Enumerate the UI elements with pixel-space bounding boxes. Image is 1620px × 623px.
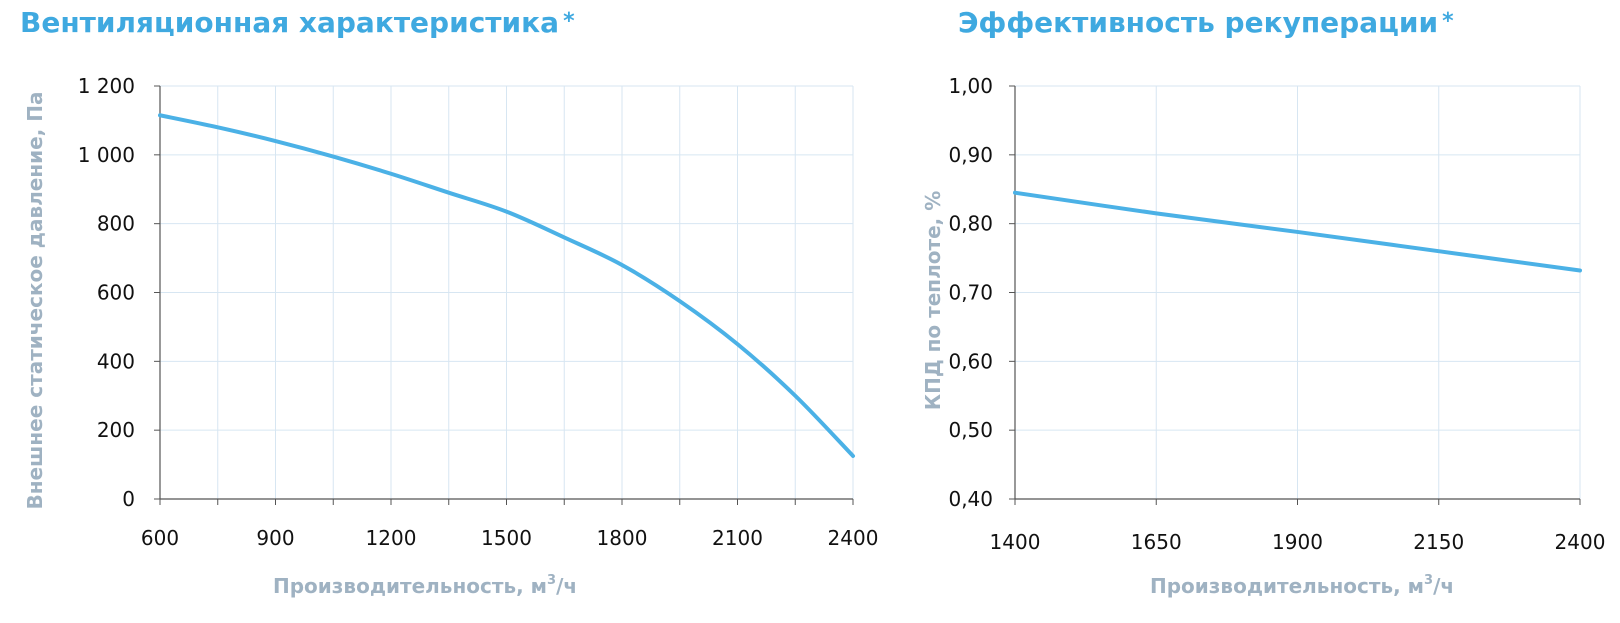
chart-1-x-axis-label-text: Производительность, м <box>273 574 547 598</box>
chart-title-ventilation: Вентиляционная характеристика * <box>20 6 575 39</box>
chart-1-y-tick-label: 1 000 <box>78 143 135 167</box>
chart-1-x-tick-label: 1200 <box>366 526 417 550</box>
title-asterisk: * <box>1442 9 1454 34</box>
chart-1-x-axis-label: Производительность, м3/ч <box>273 573 577 598</box>
chart-2-y-tick-label: 0,90 <box>948 143 993 167</box>
chart-1-y-tick-label: 800 <box>97 212 135 236</box>
chart-1-y-tick-label: 1 200 <box>78 74 135 98</box>
chart-2-x-axis-label-tail: /ч <box>1433 574 1454 598</box>
chart-1-x-tick-label: 1500 <box>481 526 532 550</box>
chart-1-y-tick-label: 200 <box>97 418 135 442</box>
chart-1-y-tick-label: 400 <box>97 349 135 373</box>
chart-2-y-axis-label: КПД по теплоте, % <box>921 191 945 411</box>
chart-2-x-tick-label: 1650 <box>1131 530 1182 554</box>
chart-1-y-axis-label: Внешнее статическое давление, Па <box>23 91 47 509</box>
chart-1-y-tick-label: 600 <box>97 281 135 305</box>
chart-2-y-tick-label: 0,70 <box>948 281 993 305</box>
chart-1-series-line <box>158 113 855 458</box>
chart-1-x-axis-label-sup: 3 <box>547 573 556 588</box>
chart-title-recuperation: Эффективность рекуперации * <box>958 6 1454 39</box>
chart-2-y-tick-label: 0,50 <box>948 418 993 442</box>
chart-2-x-axis-label: Производительность, м3/ч <box>1150 573 1454 598</box>
chart-2-x-tick-label: 1400 <box>990 530 1041 554</box>
title-asterisk: * <box>563 9 575 34</box>
chart-2-x-axis-label-text: Производительность, м <box>1150 574 1424 598</box>
chart-1-x-tick-label: 2400 <box>828 526 879 550</box>
chart-1-x-tick-label: 600 <box>141 526 179 550</box>
chart-2-series-line <box>1013 190 1582 273</box>
chart-2-y-tick-label: 1,00 <box>948 74 993 98</box>
chart-1-x-tick-label: 2100 <box>712 526 763 550</box>
chart-2-x-axis-label-sup: 3 <box>1424 573 1433 588</box>
chart-2-y-tick-label: 0,80 <box>948 212 993 236</box>
chart-2-y-tick-label: 0,60 <box>948 349 993 373</box>
chart-1-x-axis-label-tail: /ч <box>556 574 577 598</box>
chart-1-x-tick-label: 1800 <box>597 526 648 550</box>
chart-2-x-tick-label: 2400 <box>1555 530 1606 554</box>
chart-2-x-tick-label: 2150 <box>1413 530 1464 554</box>
chart-1-x-tick-label: 900 <box>256 526 294 550</box>
chart-2-x-tick-label: 1900 <box>1272 530 1323 554</box>
chart-1-y-tick-label: 0 <box>122 487 135 511</box>
chart-2-y-tick-label: 0,40 <box>948 487 993 511</box>
